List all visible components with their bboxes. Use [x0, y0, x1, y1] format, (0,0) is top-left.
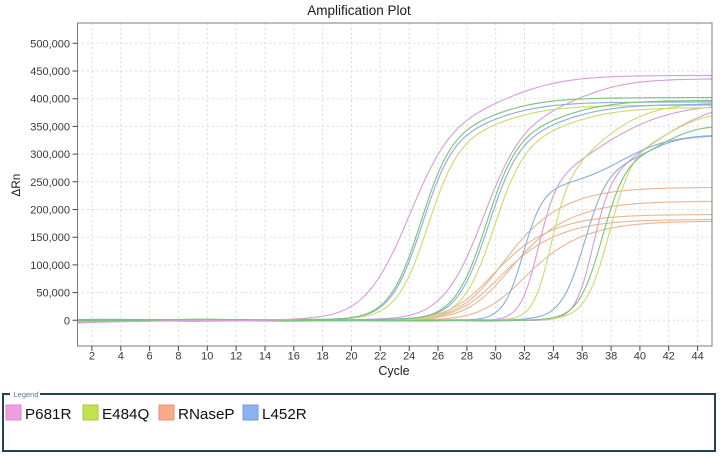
svg-text:300,000: 300,000 [30, 149, 70, 161]
svg-text:P681R: P681R [25, 406, 71, 423]
svg-text:500,000: 500,000 [30, 38, 70, 50]
svg-text:2: 2 [89, 351, 95, 363]
svg-text:8: 8 [175, 351, 181, 363]
svg-text:Cycle: Cycle [378, 364, 409, 378]
svg-text:42: 42 [663, 351, 675, 363]
svg-text:0: 0 [64, 315, 70, 327]
svg-text:44: 44 [691, 351, 703, 363]
svg-text:10: 10 [201, 351, 213, 363]
svg-text:450,000: 450,000 [30, 66, 70, 78]
svg-text:22: 22 [374, 351, 386, 363]
svg-text:36: 36 [576, 351, 588, 363]
svg-text:28: 28 [461, 351, 473, 363]
svg-text:E484Q: E484Q [102, 406, 149, 423]
svg-text:24: 24 [403, 351, 415, 363]
svg-text:6: 6 [147, 351, 153, 363]
svg-text:34: 34 [547, 351, 559, 363]
svg-text:12: 12 [230, 351, 242, 363]
svg-text:4: 4 [118, 351, 124, 363]
svg-text:Amplification Plot: Amplification Plot [307, 3, 411, 18]
svg-text:150,000: 150,000 [30, 232, 70, 244]
svg-text:30: 30 [490, 351, 502, 363]
svg-text:400,000: 400,000 [30, 94, 70, 106]
svg-text:250,000: 250,000 [30, 177, 70, 189]
svg-text:16: 16 [288, 351, 300, 363]
svg-text:Legend: Legend [14, 390, 39, 399]
svg-text:26: 26 [432, 351, 444, 363]
svg-text:14: 14 [259, 351, 271, 363]
svg-text:38: 38 [605, 351, 617, 363]
svg-text:32: 32 [518, 351, 530, 363]
svg-text:ΔRn: ΔRn [9, 174, 23, 197]
svg-text:350,000: 350,000 [30, 121, 70, 133]
svg-text:RNaseP: RNaseP [178, 406, 235, 423]
svg-text:18: 18 [316, 351, 328, 363]
svg-text:40: 40 [634, 351, 646, 363]
svg-text:200,000: 200,000 [30, 205, 70, 217]
svg-text:100,000: 100,000 [30, 260, 70, 272]
svg-text:50,000: 50,000 [36, 288, 70, 300]
svg-text:20: 20 [345, 351, 357, 363]
svg-text:L452R: L452R [262, 406, 307, 423]
